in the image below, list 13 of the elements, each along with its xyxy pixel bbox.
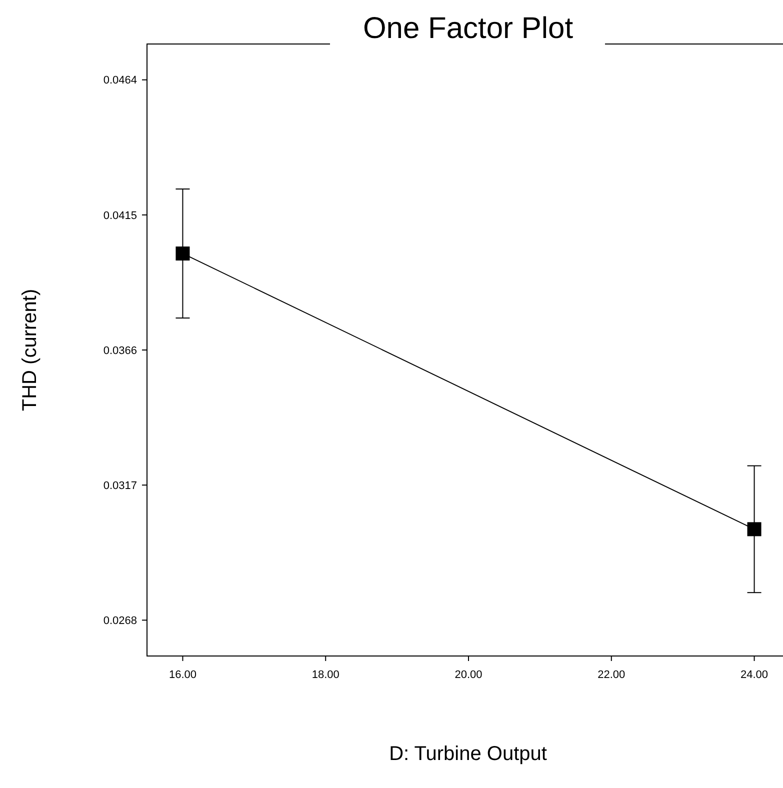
y-tick-label: 0.0268	[103, 615, 137, 628]
y-axis-title: THD (current)	[19, 288, 41, 412]
x-tick-label: 18.00	[312, 669, 340, 681]
y-tick-label: 0.0464	[103, 74, 137, 87]
x-axis-title: D: Turbine Output	[389, 743, 548, 765]
y-tick-label: 0.0415	[103, 210, 137, 222]
y-tick-label: 0.0317	[103, 480, 137, 492]
x-tick-label: 22.00	[598, 669, 626, 681]
x-tick-label: 20.00	[454, 669, 482, 681]
x-tick-label: 24.00	[740, 669, 768, 681]
x-tick-label: 16.00	[168, 669, 196, 681]
y-tick-label: 0.0366	[103, 344, 137, 357]
chart-title: One Factor Plot	[362, 12, 574, 45]
